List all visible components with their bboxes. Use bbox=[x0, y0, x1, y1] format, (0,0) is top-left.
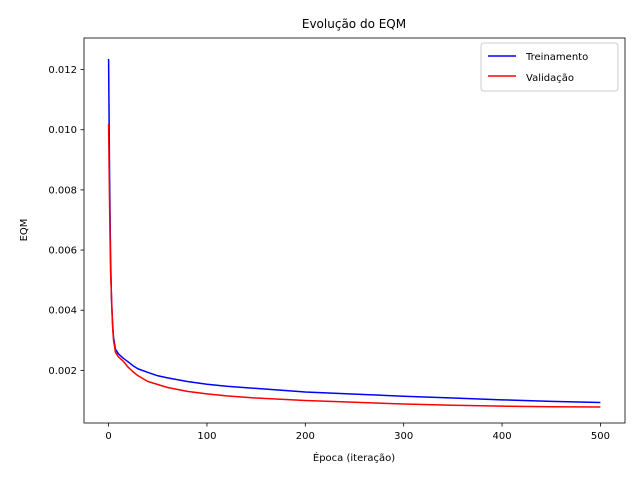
x-axis-label: Época (iteração) bbox=[313, 451, 395, 464]
y-axis-label: EQM bbox=[19, 219, 30, 242]
legend-box bbox=[480, 42, 619, 92]
y-tick-label: 0.012 bbox=[48, 65, 77, 76]
legend-label-treinamento: Treinamento bbox=[525, 52, 588, 63]
axes-frame bbox=[83, 37, 626, 424]
y-tick-label: 0.010 bbox=[48, 125, 77, 136]
chart-title: Evolução do EQM bbox=[302, 17, 406, 31]
x-tick-label: 100 bbox=[197, 431, 216, 442]
y-tick-label: 0.002 bbox=[48, 366, 77, 377]
x-tick-label: 0 bbox=[105, 431, 111, 442]
legend-label-validacao: Validação bbox=[526, 73, 574, 84]
y-axis: 0.002 0.004 0.006 0.008 0.010 0.012 bbox=[48, 65, 84, 377]
x-tick-label: 400 bbox=[492, 431, 511, 442]
y-tick-label: 0.006 bbox=[48, 246, 77, 257]
legend: Treinamento Validação bbox=[480, 42, 619, 92]
x-axis: 0 100 200 300 400 500 bbox=[105, 423, 610, 442]
series-line-validacao bbox=[107, 123, 601, 408]
plot-area bbox=[107, 59, 601, 408]
x-tick-label: 300 bbox=[394, 431, 413, 442]
x-tick-label: 500 bbox=[591, 431, 610, 442]
y-tick-label: 0.004 bbox=[48, 306, 77, 317]
x-tick-label: 200 bbox=[296, 431, 315, 442]
y-tick-label: 0.008 bbox=[48, 185, 77, 196]
